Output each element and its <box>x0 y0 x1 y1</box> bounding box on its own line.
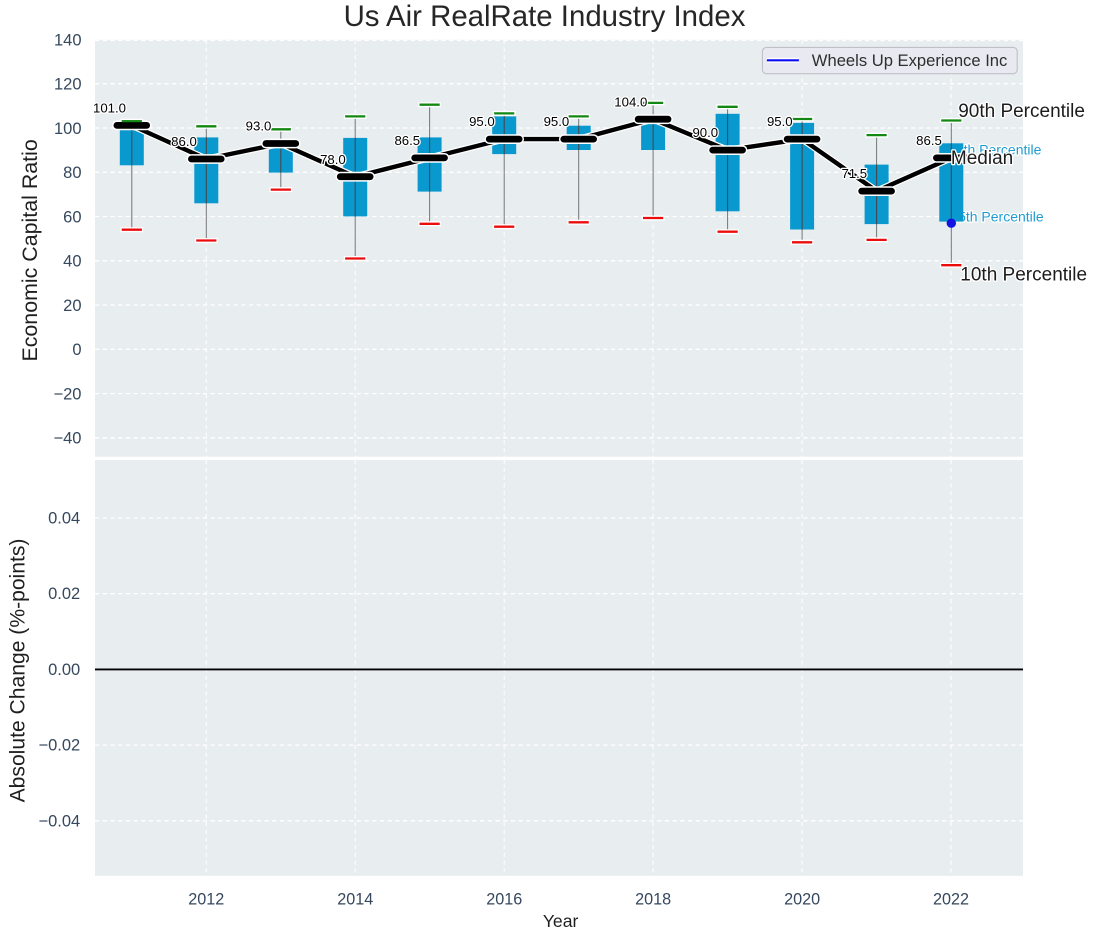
svg-text:2020: 2020 <box>784 890 820 908</box>
svg-text:60: 60 <box>63 208 81 226</box>
svg-text:Economic Capital Ratio: Economic Capital Ratio <box>18 139 42 361</box>
svg-text:78.0: 78.0 <box>320 152 346 167</box>
svg-text:95.0: 95.0 <box>767 114 793 129</box>
svg-text:0.04: 0.04 <box>48 510 80 528</box>
svg-text:0.02: 0.02 <box>48 585 80 603</box>
svg-text:2018: 2018 <box>635 890 671 908</box>
svg-text:10th Percentile: 10th Percentile <box>960 264 1087 285</box>
svg-text:71.5: 71.5 <box>841 166 867 181</box>
svg-text:86.0: 86.0 <box>171 134 197 149</box>
svg-text:90th Percentile: 90th Percentile <box>958 101 1085 122</box>
svg-text:95.0: 95.0 <box>544 114 570 129</box>
svg-text:86.5: 86.5 <box>916 133 942 148</box>
svg-text:2014: 2014 <box>337 890 373 908</box>
svg-text:120: 120 <box>54 76 82 94</box>
svg-text:100: 100 <box>54 120 82 138</box>
svg-text:2012: 2012 <box>188 890 224 908</box>
svg-text:Year: Year <box>543 911 579 931</box>
svg-text:86.5: 86.5 <box>394 133 420 148</box>
svg-text:0.00: 0.00 <box>48 661 80 679</box>
svg-text:25th Percentile: 25th Percentile <box>950 209 1044 225</box>
svg-text:80: 80 <box>63 164 81 182</box>
svg-text:0: 0 <box>72 341 81 359</box>
svg-text:−0.02: −0.02 <box>38 737 80 755</box>
svg-text:140: 140 <box>54 31 82 49</box>
svg-text:2022: 2022 <box>933 890 969 908</box>
svg-text:40: 40 <box>63 253 81 271</box>
svg-text:Absolute Change (%-points): Absolute Change (%-points) <box>7 539 30 803</box>
svg-text:75th Percentile: 75th Percentile <box>948 142 1042 158</box>
svg-text:Us Air RealRate Industry Index: Us Air RealRate Industry Index <box>344 0 746 33</box>
svg-text:90.0: 90.0 <box>692 125 718 140</box>
svg-text:20: 20 <box>63 297 81 315</box>
svg-text:−20: −20 <box>54 386 82 404</box>
svg-text:2016: 2016 <box>486 890 522 908</box>
svg-text:101.0: 101.0 <box>93 101 126 116</box>
svg-text:−0.04: −0.04 <box>38 812 80 830</box>
svg-text:104.0: 104.0 <box>614 94 647 109</box>
svg-text:93.0: 93.0 <box>246 119 272 134</box>
svg-text:Wheels Up Experience Inc: Wheels Up Experience Inc <box>812 51 1008 70</box>
svg-text:Median: Median <box>951 148 1013 169</box>
svg-text:95.0: 95.0 <box>469 114 495 129</box>
svg-text:−40: −40 <box>54 430 82 448</box>
